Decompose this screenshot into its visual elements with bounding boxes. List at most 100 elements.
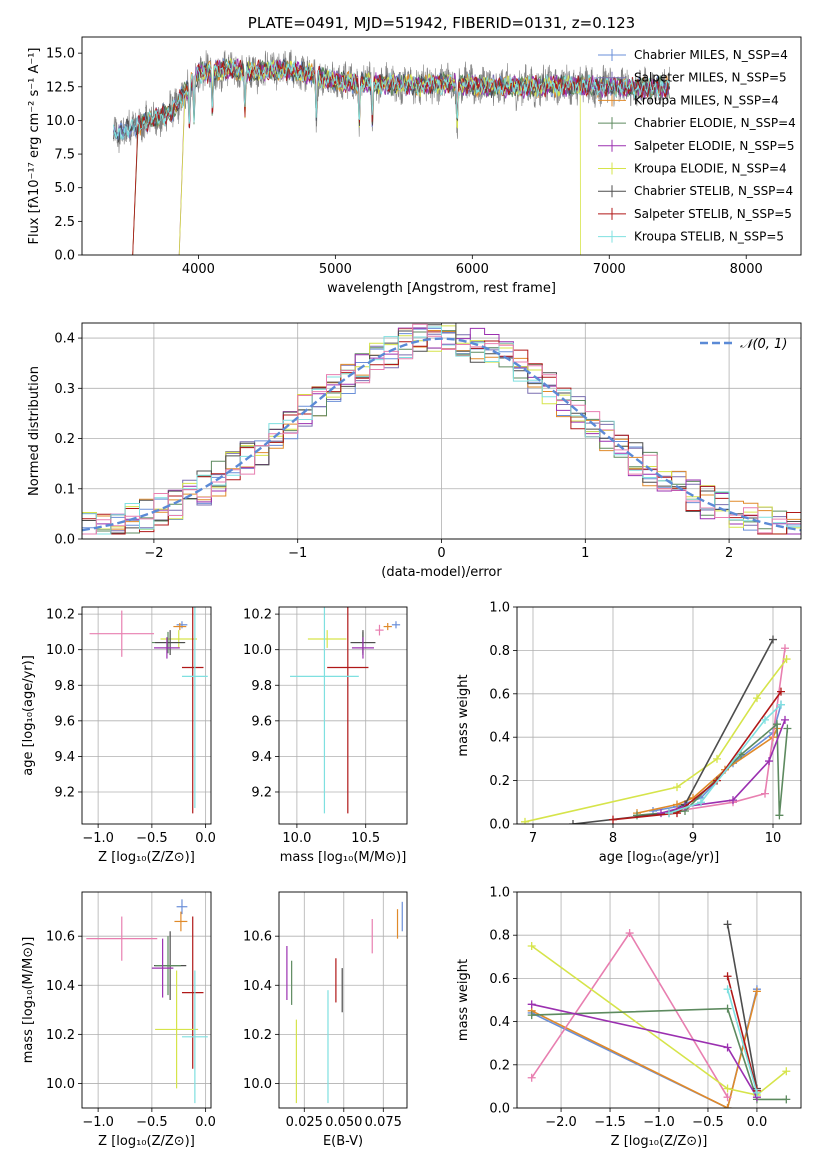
y-tick-label: 0.0 — [54, 249, 75, 264]
weight-line — [726, 988, 758, 1094]
data-point — [89, 610, 155, 657]
weight-marker — [723, 1043, 732, 1052]
y-tick-label: 9.4 — [251, 750, 272, 765]
y-tick-label: 0.6 — [489, 687, 510, 702]
weight-marker — [673, 783, 681, 792]
data-point — [375, 624, 384, 636]
weight-marker — [723, 972, 732, 981]
y-tick-label: 10.0 — [243, 643, 272, 658]
axes-frame — [81, 606, 212, 825]
weight-marker — [782, 655, 791, 664]
y-tick-label: 0.0 — [489, 818, 510, 833]
y-tick-label: 0.0 — [54, 533, 75, 548]
data-point — [151, 938, 174, 998]
weight-marker — [697, 798, 705, 807]
weight-marker — [773, 720, 781, 729]
weight-marker — [752, 1088, 761, 1097]
x-tick-label: 9 — [689, 831, 697, 846]
plot-area — [82, 323, 801, 539]
data-point — [181, 607, 204, 814]
y-tick-label: 0.2 — [54, 432, 75, 447]
y-tick-label: 0.4 — [489, 1015, 510, 1030]
axes-frame — [516, 891, 802, 1109]
x-tick-label: −1.0 — [82, 1115, 114, 1130]
y-tick-label: 9.8 — [54, 679, 75, 694]
plot-area — [286, 901, 403, 1104]
data-point — [155, 936, 181, 996]
y-tick-label: 2.5 — [54, 215, 75, 230]
data-point — [154, 637, 180, 659]
x-axis-label: Z [log₁₀(Z/Z⊙)] — [98, 850, 195, 865]
y-tick-label: 1.0 — [489, 601, 510, 616]
x-tick-label: 10.5 — [351, 831, 380, 846]
y-tick-label: 10.2 — [243, 1028, 272, 1043]
y-axis-label: mass [log₁₀(M/M⊙)] — [21, 937, 36, 1064]
axes-frame — [81, 36, 802, 256]
y-tick-label: 0.3 — [54, 382, 75, 397]
y-tick-label: 0.0 — [489, 1102, 510, 1117]
weight-line — [636, 722, 789, 817]
axes-frame — [278, 891, 408, 1109]
x-tick-label: −2.0 — [545, 1115, 577, 1130]
weight-series — [609, 687, 785, 824]
weight-marker — [657, 809, 665, 818]
y-tick-label: 9.6 — [54, 714, 75, 729]
axes-frame — [81, 322, 802, 540]
legend-label: Kroupa ELODIE, N_SSP=4 — [634, 162, 787, 176]
y-tick-label: 0.2 — [489, 774, 510, 789]
weight-marker — [769, 635, 777, 644]
x-axis-label: mass [log₁₀(M/M⊙)] — [280, 850, 407, 865]
axes-frame — [81, 891, 212, 1109]
weight-marker — [781, 715, 789, 724]
model-spectrum-line — [113, 60, 670, 141]
x-tick-label: −1.0 — [82, 831, 114, 846]
x-tick-label: 10 — [765, 831, 782, 846]
data-point — [174, 911, 188, 932]
x-axis-label: wavelength [Angstrom, rest frame] — [327, 281, 556, 296]
x-tick-label: 0.0 — [747, 1115, 768, 1130]
x-tick-label: 7 — [529, 831, 537, 846]
x-tick-label: 4000 — [182, 262, 215, 277]
weight-marker — [761, 789, 769, 798]
data-point — [327, 607, 369, 814]
weight-series — [521, 655, 791, 824]
y-tick-label: 0.6 — [489, 972, 510, 987]
x-tick-label: 6000 — [456, 262, 489, 277]
legend-label: Chabrier ELODIE, N_SSP=4 — [634, 116, 796, 130]
weight-marker — [527, 1011, 536, 1020]
y-tick-label: 10.6 — [243, 930, 272, 945]
y-tick-label: 10.0 — [243, 1077, 272, 1092]
y-tick-label: 0.8 — [489, 929, 510, 944]
weight-line — [531, 1003, 758, 1098]
data-point — [176, 621, 188, 629]
legend-label: Salpeter ELODIE, N_SSP=5 — [634, 139, 795, 153]
x-axis-label: Z [log₁₀(Z/Z⊙)] — [98, 1134, 195, 1149]
y-axis-label: mass weight — [456, 959, 471, 1041]
y-tick-label: 10.2 — [243, 608, 272, 623]
weight-line — [531, 1007, 787, 1101]
weight-line — [726, 976, 758, 1091]
y-tick-label: 0.2 — [489, 1058, 510, 1073]
x-axis-label: (data-model)/error — [381, 565, 502, 580]
data-point — [181, 607, 208, 808]
legend-label: Kroupa STELIB, N_SSP=5 — [634, 230, 784, 244]
x-tick-label: 8 — [609, 831, 617, 846]
age-vs-metallicity-panel: −1.0 −0.5 0.0 9.2 9.4 9.6 9.8 10.0 10.2 Z [log₁₀(… — [21, 606, 216, 865]
normal-reference-curve — [82, 337, 801, 532]
weight-line — [524, 658, 788, 823]
legend-label: Kroupa MILES, N_SSP=4 — [634, 93, 779, 107]
y-tick-label: 10.0 — [46, 643, 75, 658]
plot-area — [290, 607, 401, 814]
weight-marker — [729, 796, 737, 805]
y-tick-label: 10.2 — [46, 1028, 75, 1043]
x-tick-label: 1 — [581, 546, 589, 561]
weight-marker — [665, 809, 673, 818]
weight-marker — [723, 1104, 732, 1108]
weight-marker — [723, 1093, 732, 1102]
data-point — [155, 970, 199, 1089]
plot-area — [521, 635, 792, 824]
legend-label: Chabrier MILES, N_SSP=4 — [634, 48, 788, 62]
weight-line — [726, 924, 758, 1089]
data-point — [173, 623, 187, 631]
